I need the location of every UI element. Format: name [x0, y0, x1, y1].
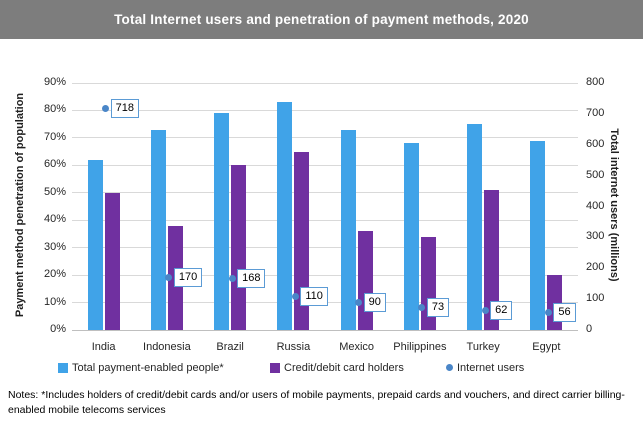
scatter-point-internet-users: [291, 292, 299, 300]
scatter-point-internet-users: [102, 104, 110, 112]
left-axis-title: Payment method penetration of population: [14, 92, 26, 318]
right-axis-tick-label: 800: [586, 76, 605, 88]
gridline: [72, 274, 578, 276]
bar-card-holders: [104, 192, 120, 330]
bar-card-holders: [294, 151, 310, 330]
left-axis-tick-label: 60%: [43, 158, 66, 171]
left-axis-tick-label: 70%: [43, 130, 66, 143]
gridline: [72, 137, 578, 139]
scatter-point-internet-users: [481, 307, 489, 315]
right-axis-tick-label: 600: [586, 137, 605, 150]
legend-item-card-holders: Credit/debit card holders: [270, 360, 404, 375]
right-axis-tick-label: 200: [586, 261, 605, 274]
legend-item-payment-enabled: Total payment-enabled people*: [58, 360, 224, 375]
gridline: [72, 109, 578, 111]
legend-marker-square: [58, 362, 68, 373]
right-axis-tick-label: 400: [586, 199, 605, 212]
data-label-internet-users: 56: [553, 303, 576, 323]
x-axis-category-label: Egypt: [532, 341, 561, 353]
legend-marker-circle: [446, 364, 453, 371]
bar-payment-enabled: [530, 140, 546, 330]
x-axis-category-label: Indonesia: [143, 341, 191, 353]
gridline: [72, 247, 578, 249]
left-axis-tick-label: 50%: [43, 185, 66, 198]
x-axis-category-label: Turkey: [466, 341, 500, 353]
gridline: [72, 164, 578, 166]
bar-payment-enabled: [214, 113, 230, 330]
scatter-point-internet-users: [544, 309, 552, 317]
x-axis-category-label: Brazil: [216, 341, 244, 353]
legend-label: Total payment-enabled people*: [72, 361, 224, 374]
left-axis-tick-label: 0%: [50, 323, 66, 335]
gridline: [72, 82, 578, 84]
left-axis-tick-label: 20%: [43, 268, 66, 281]
bar-card-holders: [231, 165, 247, 330]
right-axis-tick-label: 700: [586, 106, 605, 119]
data-label-internet-users: 62: [490, 301, 513, 321]
x-axis-category-label: Russia: [276, 341, 311, 353]
left-axis-tick-label: 80%: [43, 103, 66, 116]
scatter-point-internet-users: [418, 303, 426, 311]
scatter-point-internet-users: [228, 274, 236, 282]
gridline: [72, 192, 578, 194]
left-axis-tick-label: 30%: [43, 240, 66, 253]
x-axis-category-label: Philippines: [393, 341, 447, 353]
bar-payment-enabled: [403, 143, 419, 330]
left-axis-tick-label: 40%: [43, 213, 66, 226]
bar-payment-enabled: [150, 129, 166, 330]
right-axis-tick-label: 100: [586, 292, 605, 305]
x-axis-category-label: India: [91, 341, 116, 353]
scatter-point-internet-users: [355, 298, 363, 306]
scatter-point-internet-users: [165, 274, 173, 281]
left-axis-tick-label: 90%: [43, 76, 66, 88]
chart-title-bar: Total Internet users and penetration of …: [0, 0, 643, 39]
right-axis-tick-label: 0: [586, 323, 593, 335]
chart-title: Total Internet users and penetration of …: [114, 12, 529, 27]
data-label-internet-users: 170: [173, 268, 203, 287]
data-label-internet-users: 718: [110, 98, 139, 118]
bar-payment-enabled: [467, 124, 483, 330]
legend-label: Credit/debit card holders: [284, 361, 404, 374]
x-axis-category-label: Mexico: [339, 341, 375, 353]
legend-label: Internet users: [457, 361, 525, 374]
legend-item-internet-users: Internet users: [446, 360, 524, 375]
bar-card-holders: [484, 190, 500, 330]
gridline: [72, 219, 578, 221]
bar-payment-enabled: [340, 129, 356, 330]
bar-payment-enabled: [277, 102, 293, 330]
legend-marker-square: [270, 362, 280, 373]
right-axis-tick-label: 500: [586, 168, 605, 181]
bar-payment-enabled: [87, 159, 103, 330]
data-label-internet-users: 90: [363, 292, 386, 312]
data-label-internet-users: 73: [426, 297, 450, 317]
data-label-internet-users: 110: [300, 286, 328, 306]
left-axis-tick-label: 10%: [43, 295, 66, 308]
data-label-internet-users: 168: [237, 268, 266, 288]
footnote: Notes: *Includes holders of credit/debit…: [8, 389, 625, 417]
bar-card-holders: [357, 231, 373, 330]
right-axis-tick-label: 300: [586, 230, 605, 243]
gridline: [72, 329, 578, 331]
